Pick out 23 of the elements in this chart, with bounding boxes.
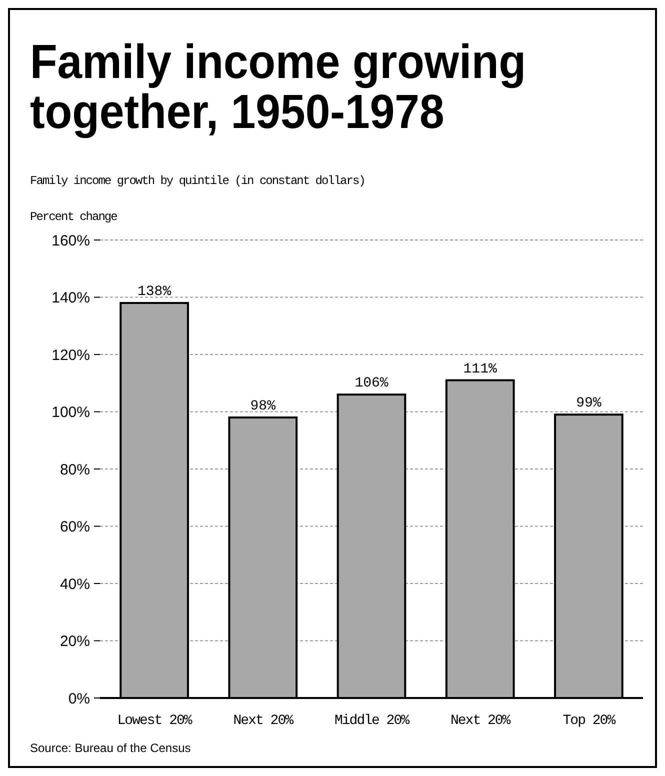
y-tick-label: 160% xyxy=(52,232,90,250)
chart-title: Family income growing together, 1950-1978 xyxy=(30,34,526,138)
y-tick-label: 60% xyxy=(60,518,90,536)
data-label: 106% xyxy=(354,376,389,392)
y-tick-label: 0% xyxy=(68,690,90,708)
y-tick-label: 120% xyxy=(52,346,90,364)
data-label: 138% xyxy=(137,284,172,300)
data-label: 111% xyxy=(463,361,498,378)
chart-subtitle: Family income growth by quintile (in constant dollars) xyxy=(30,174,365,188)
y-tick-label: 80% xyxy=(60,461,90,478)
y-axis-title: Percent change xyxy=(30,210,118,224)
x-tick-label: Middle 20% xyxy=(334,713,410,729)
x-tick-label: Next 20% xyxy=(233,713,294,729)
source-note: Source: Bureau of the Census xyxy=(30,741,191,755)
y-tick-label: 100% xyxy=(52,404,90,421)
data-label: 98% xyxy=(250,398,276,414)
data-label: 99% xyxy=(576,396,602,412)
x-tick-label: Next 20% xyxy=(450,713,512,729)
x-tick-label: Lowest 20% xyxy=(117,713,193,729)
x-tick-label: Top 20% xyxy=(562,713,616,729)
y-tick-label: 20% xyxy=(60,633,90,650)
y-tick-label: 40% xyxy=(60,576,90,593)
y-tick-label: 140% xyxy=(52,290,90,306)
